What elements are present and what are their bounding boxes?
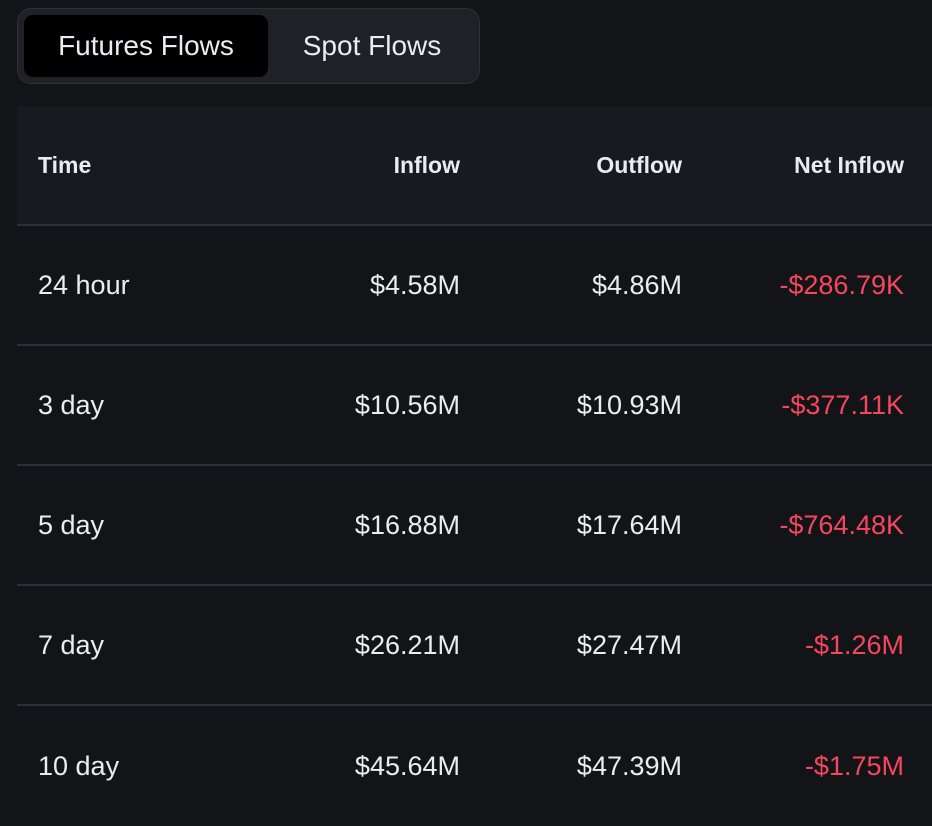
table-row: 7 day $26.21M $27.47M -$1.26M	[17, 586, 932, 706]
table-row: 10 day $45.64M $47.39M -$1.75M	[17, 706, 932, 826]
table-row: 3 day $10.56M $10.93M -$377.11K	[17, 346, 932, 466]
table-header: Time Inflow Outflow Net Inflow	[17, 106, 932, 226]
time-cell: 3 day	[38, 389, 105, 420]
outflow-cell: $4.86M	[591, 269, 682, 300]
flows-table: Time Inflow Outflow Net Inflow 24 hour $…	[17, 106, 932, 826]
outflow-cell: $17.64M	[576, 509, 682, 540]
inflow-cell: $45.64M	[354, 750, 460, 781]
net-inflow-cell: -$377.11K	[781, 389, 904, 420]
inflow-cell: $16.88M	[354, 509, 460, 540]
flow-type-tabs: Futures Flows Spot Flows	[17, 8, 480, 84]
column-header-time: Time	[38, 151, 92, 178]
tab-futures-flows[interactable]: Futures Flows	[24, 15, 268, 77]
time-cell: 5 day	[38, 509, 105, 540]
column-header-inflow: Inflow	[393, 151, 460, 178]
time-cell: 24 hour	[38, 269, 130, 300]
outflow-cell: $47.39M	[576, 750, 682, 781]
column-header-net-inflow: Net Inflow	[794, 151, 904, 178]
table-row: 5 day $16.88M $17.64M -$764.48K	[17, 466, 932, 586]
net-inflow-cell: -$764.48K	[779, 509, 904, 540]
inflow-cell: $4.58M	[369, 269, 460, 300]
net-inflow-cell: -$1.26M	[804, 629, 904, 660]
time-cell: 10 day	[38, 750, 120, 781]
tab-spot-flows[interactable]: Spot Flows	[302, 30, 442, 61]
inflow-cell: $10.56M	[354, 389, 460, 420]
outflow-cell: $10.93M	[576, 389, 682, 420]
time-cell: 7 day	[38, 629, 105, 660]
outflow-cell: $27.47M	[576, 629, 682, 660]
table-row: 24 hour $4.58M $4.86M -$286.79K	[17, 226, 932, 346]
column-header-outflow: Outflow	[596, 151, 682, 178]
inflow-cell: $26.21M	[354, 629, 460, 660]
net-inflow-cell: -$286.79K	[779, 269, 904, 300]
net-inflow-cell: -$1.75M	[804, 750, 904, 781]
